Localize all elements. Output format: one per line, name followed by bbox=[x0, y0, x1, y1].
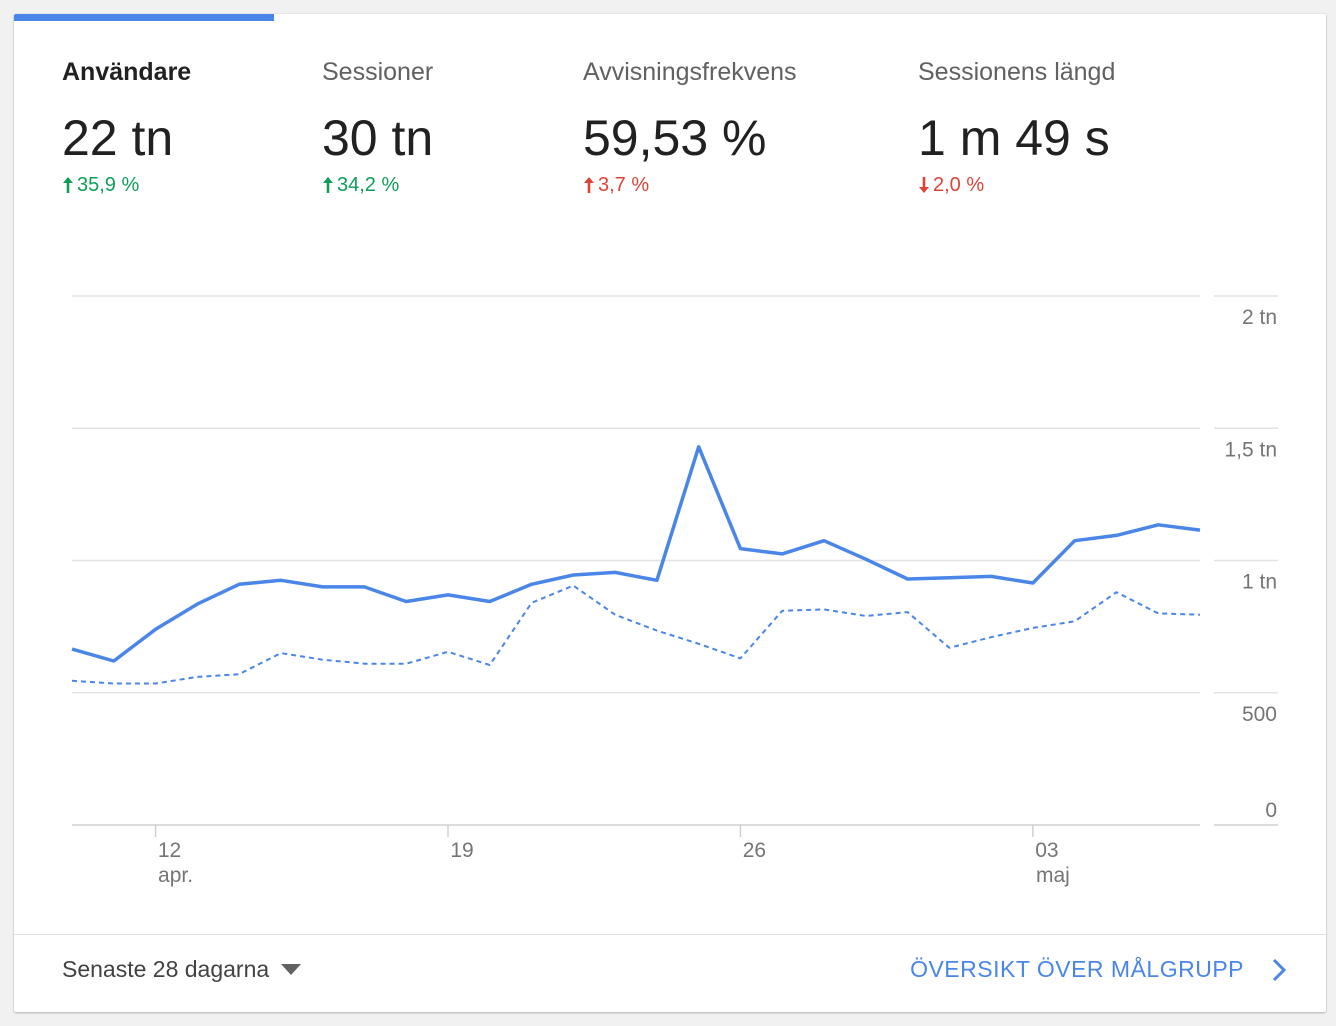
metric-value: 22 tn bbox=[62, 110, 174, 166]
arrow-up-icon bbox=[584, 177, 594, 193]
x-tick-label: 12 bbox=[158, 839, 181, 862]
y-tick-label: 2 tn bbox=[1242, 306, 1277, 329]
series-line-current-period bbox=[71, 445, 1201, 663]
metric-tab-3[interactable]: Sessionens längd 1 m 49 s 2,0 % bbox=[918, 54, 1115, 198]
x-tick-label: 19 bbox=[450, 839, 473, 862]
metric-change: 2,0 % bbox=[918, 172, 1115, 198]
arrow-up-icon bbox=[63, 177, 73, 193]
caret-down-icon bbox=[281, 963, 302, 975]
metric-value: 1 m 49 s bbox=[918, 110, 1110, 166]
date-range-dropdown[interactable]: Senaste 28 dagarna bbox=[62, 956, 302, 983]
y-tick-label: 500 bbox=[1242, 703, 1277, 726]
chevron-right-icon bbox=[1272, 958, 1286, 981]
metric-label: Sessioner bbox=[322, 58, 434, 86]
metric-label: Avvisningsfrekvens bbox=[583, 58, 797, 86]
metric-label: Sessionens längd bbox=[918, 58, 1116, 86]
x-tick-month-label: apr. bbox=[158, 864, 193, 887]
metric-change: 3,7 % bbox=[583, 172, 797, 198]
arrow-down-icon bbox=[919, 177, 929, 193]
metric-change-value: 2,0 % bbox=[933, 174, 985, 196]
audience-overview-label: ÖVERSIKT ÖVER MÅLGRUPP bbox=[910, 956, 1244, 982]
metric-change: 34,2 % bbox=[322, 172, 433, 198]
x-tick-month-label: maj bbox=[1036, 864, 1070, 887]
metric-value: 59,53 % bbox=[583, 110, 767, 166]
metric-change: 35,9 % bbox=[62, 172, 191, 198]
metric-tab-2[interactable]: Avvisningsfrekvens 59,53 % 3,7 % bbox=[583, 54, 797, 198]
footer-divider bbox=[14, 934, 1326, 935]
audience-overview-link[interactable]: ÖVERSIKT ÖVER MÅLGRUPP bbox=[910, 956, 1286, 983]
metric-change-value: 34,2 % bbox=[337, 174, 400, 196]
active-tab-indicator bbox=[14, 14, 274, 21]
metric-change-value: 3,7 % bbox=[598, 174, 650, 196]
metric-value: 30 tn bbox=[322, 110, 434, 166]
metric-tab-1[interactable]: Sessioner 30 tn 34,2 % bbox=[322, 54, 433, 198]
y-tick-label: 0 bbox=[1265, 799, 1277, 822]
metric-change-value: 35,9 % bbox=[77, 174, 140, 196]
x-tick-label: 26 bbox=[743, 839, 766, 862]
y-tick-label: 1,5 tn bbox=[1224, 438, 1277, 461]
x-tick-label: 03 bbox=[1035, 839, 1058, 862]
metric-tab-0[interactable]: Användare 22 tn 35,9 % bbox=[62, 54, 191, 198]
date-range-label: Senaste 28 dagarna bbox=[62, 956, 270, 982]
metric-label: Användare bbox=[62, 58, 192, 86]
arrow-up-icon bbox=[323, 177, 333, 193]
series-line-previous-period bbox=[71, 584, 1201, 685]
y-tick-label: 1 tn bbox=[1242, 571, 1277, 594]
audience-card: Användare 22 tn 35,9 % Sessioner 30 tn 34,2 %… bbox=[14, 14, 1326, 1012]
